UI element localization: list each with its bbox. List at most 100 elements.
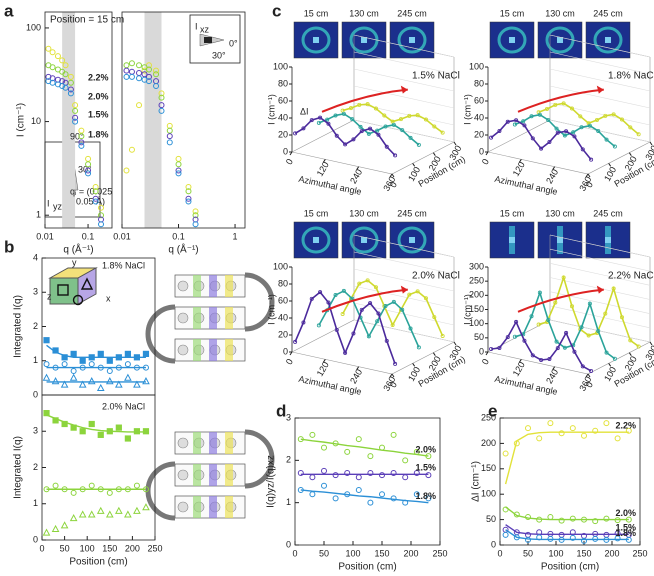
data-point bbox=[379, 491, 385, 498]
data-point bbox=[175, 170, 182, 177]
series-label: 2.2% bbox=[615, 421, 636, 431]
data-point bbox=[42, 373, 51, 381]
probe-y bbox=[225, 307, 233, 329]
inset-label: 130 cm bbox=[349, 8, 379, 18]
data-point bbox=[293, 339, 298, 344]
beamstop bbox=[557, 237, 563, 243]
data-point bbox=[67, 90, 74, 97]
x-tick-label: 0.01 bbox=[113, 231, 131, 241]
saxs-ring bbox=[397, 26, 427, 54]
data-point bbox=[416, 142, 421, 147]
data-point bbox=[128, 68, 135, 75]
data-point bbox=[625, 536, 632, 543]
data-point bbox=[142, 377, 150, 385]
y-tick bbox=[649, 141, 653, 146]
data-point bbox=[592, 427, 599, 434]
data-point bbox=[326, 121, 331, 126]
z-tick-label: 100 bbox=[469, 61, 484, 71]
fit-line bbox=[300, 489, 429, 504]
data-point bbox=[536, 435, 543, 442]
data-point bbox=[79, 428, 86, 435]
data-point bbox=[513, 440, 520, 447]
x-tick-label: 100 bbox=[80, 543, 95, 553]
data-point bbox=[88, 420, 95, 428]
grid-line bbox=[353, 234, 455, 258]
data-point bbox=[309, 431, 316, 438]
inset-label: 245 cm bbox=[593, 8, 623, 18]
data-point bbox=[115, 486, 122, 493]
data-point bbox=[393, 153, 398, 158]
y-tick-label: 4 bbox=[33, 252, 38, 262]
plot-frame bbox=[44, 11, 113, 229]
data-point bbox=[115, 424, 122, 431]
x-axis-label: q (Å⁻¹) bbox=[63, 243, 93, 256]
square-icon bbox=[57, 284, 69, 296]
data-point bbox=[603, 515, 610, 522]
x-tick bbox=[485, 351, 489, 356]
data-point bbox=[539, 146, 544, 151]
data-point bbox=[432, 315, 437, 320]
data-point bbox=[413, 491, 420, 498]
data-point bbox=[440, 130, 445, 135]
x-tick-label: 0 bbox=[284, 357, 295, 366]
series-label: 1.5% bbox=[88, 109, 109, 119]
data-point bbox=[358, 124, 363, 129]
data-point bbox=[390, 119, 395, 124]
data-point bbox=[133, 506, 141, 514]
z-tick-label: 40 bbox=[474, 112, 484, 122]
z-tick-label: 0 bbox=[283, 346, 288, 356]
plot-frame bbox=[294, 417, 441, 546]
data-point bbox=[558, 536, 565, 543]
bend bbox=[244, 272, 275, 332]
series-label: 1.8% bbox=[88, 129, 109, 139]
data-point bbox=[614, 535, 621, 542]
data-point bbox=[61, 486, 68, 493]
data-point bbox=[390, 322, 395, 327]
data-point bbox=[502, 531, 509, 538]
x-axis-label: Position (cm) bbox=[69, 557, 127, 568]
y-tick-label: 150 bbox=[481, 463, 496, 473]
data-point bbox=[92, 188, 99, 195]
probe-p bbox=[209, 339, 217, 361]
data-point bbox=[407, 292, 412, 297]
data-point bbox=[85, 170, 92, 177]
x-tick-label: 100 bbox=[345, 548, 360, 558]
x-tick-label: 0 bbox=[284, 157, 295, 166]
data-point bbox=[355, 474, 362, 481]
fit-line bbox=[505, 506, 629, 521]
data-point bbox=[92, 198, 99, 205]
probe-y bbox=[225, 339, 233, 361]
data-point bbox=[400, 307, 405, 312]
annotation: 2.0% NaCl bbox=[102, 401, 145, 411]
grid-line bbox=[353, 68, 455, 92]
data-point bbox=[415, 113, 420, 118]
intensity-curve bbox=[294, 291, 396, 365]
data-point bbox=[128, 73, 135, 80]
x-tick-label: 120 bbox=[315, 360, 331, 378]
data-point bbox=[502, 506, 509, 513]
x-tick-label: 0.01 bbox=[36, 231, 54, 241]
data-point bbox=[158, 102, 165, 109]
saxs-ring bbox=[593, 26, 623, 54]
data-point bbox=[383, 304, 388, 309]
data-point bbox=[497, 345, 502, 350]
data-point bbox=[604, 350, 609, 355]
x-tick bbox=[389, 173, 393, 178]
arrow-head bbox=[596, 85, 604, 94]
data-point bbox=[332, 472, 339, 479]
annotation: 0° bbox=[229, 38, 238, 48]
probe-g bbox=[193, 432, 201, 454]
data-point bbox=[105, 510, 114, 518]
grid-line bbox=[353, 85, 455, 109]
z-tick-label: 60 bbox=[278, 295, 288, 305]
beamstop bbox=[509, 37, 515, 43]
data-point bbox=[525, 531, 531, 538]
data-point bbox=[321, 467, 327, 474]
x-tick bbox=[389, 373, 393, 378]
data-point bbox=[85, 167, 92, 174]
x-tick bbox=[518, 359, 522, 363]
data-point bbox=[88, 482, 95, 489]
data-point bbox=[333, 293, 338, 298]
data-point bbox=[115, 354, 122, 361]
data-point bbox=[351, 331, 356, 336]
